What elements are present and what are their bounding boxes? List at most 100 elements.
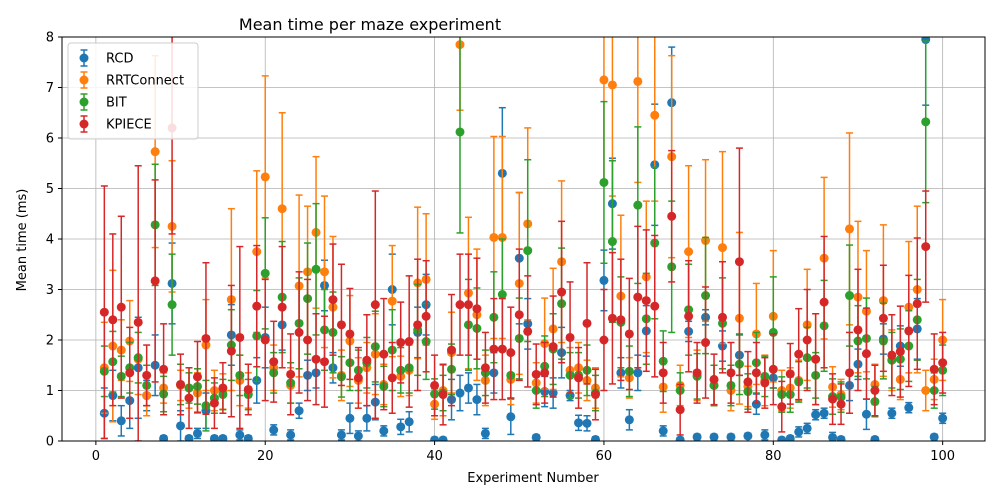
legend-label: RCD: [106, 52, 133, 67]
data-point: [811, 410, 821, 420]
data-point: [489, 344, 499, 354]
data-point: [362, 355, 372, 365]
data-point: [294, 327, 304, 337]
data-point: [845, 224, 855, 234]
data-point: [99, 307, 109, 317]
data-point: [294, 406, 304, 416]
data-point: [396, 422, 406, 432]
data-point: [726, 368, 736, 378]
data-point: [218, 383, 228, 393]
data-point: [590, 434, 600, 441]
data-point: [260, 268, 270, 278]
data-point: [447, 345, 457, 355]
data-point: [624, 329, 634, 339]
data-point: [743, 431, 753, 441]
data-point: [777, 435, 787, 441]
data-point: [142, 370, 152, 380]
data-point: [472, 304, 482, 314]
data-point: [370, 300, 380, 310]
data-point: [353, 431, 363, 441]
data-point: [133, 317, 143, 327]
data-point: [624, 415, 634, 425]
data-point: [853, 325, 863, 335]
data-point: [497, 290, 507, 300]
data-point: [599, 275, 609, 285]
data-point: [125, 368, 135, 378]
data-point: [514, 310, 524, 320]
data-point: [523, 246, 533, 256]
data-point: [286, 430, 296, 440]
series-bit: [99, 37, 948, 432]
data-point: [734, 257, 744, 267]
data-point: [159, 433, 169, 441]
data-point: [176, 379, 186, 389]
data-point: [929, 364, 939, 374]
data-point: [209, 433, 219, 441]
legend-label: BIT: [106, 96, 127, 111]
data-point: [531, 432, 541, 441]
data-point: [929, 432, 939, 441]
data-point: [760, 430, 770, 440]
data-point: [895, 347, 905, 357]
data-point: [717, 243, 727, 253]
data-point: [404, 337, 414, 347]
plot-series: [99, 37, 948, 441]
data-point: [243, 384, 253, 394]
data-point: [912, 299, 922, 309]
data-point: [277, 302, 287, 312]
data-point: [616, 315, 626, 325]
data-point: [260, 335, 270, 345]
data-point: [675, 405, 685, 415]
data-point: [413, 320, 423, 330]
data-point: [828, 394, 838, 404]
data-point: [650, 301, 660, 311]
data-point: [921, 117, 931, 127]
data-point: [362, 413, 372, 423]
data-point: [684, 311, 694, 321]
data-point: [582, 418, 592, 428]
legend-entry: RRTConnect: [79, 71, 184, 89]
data-point: [870, 386, 880, 395]
y-tick-label: 7: [46, 81, 54, 96]
data-point: [480, 428, 490, 438]
data-point: [794, 427, 804, 437]
data-point: [574, 418, 584, 428]
data-point: [574, 373, 584, 383]
data-point: [785, 369, 795, 379]
data-point: [167, 300, 177, 310]
legend-entry: RCD: [79, 49, 133, 67]
data-point: [311, 354, 321, 364]
data-point: [387, 296, 397, 306]
data-point: [768, 364, 778, 374]
y-tick-label: 5: [46, 182, 54, 197]
data-point: [861, 349, 871, 359]
data-point: [667, 211, 677, 221]
data-point: [353, 373, 363, 383]
data-point: [811, 354, 821, 364]
y-tick-label: 2: [46, 334, 54, 349]
data-point: [150, 276, 160, 286]
data-point: [794, 349, 804, 359]
data-point: [692, 432, 702, 441]
chart-title: Mean time per maze experiment: [239, 15, 501, 34]
data-point: [828, 432, 838, 441]
data-point: [633, 76, 643, 86]
data-point: [260, 172, 270, 182]
data-point: [548, 342, 558, 352]
data-point: [320, 267, 330, 277]
data-point: [904, 326, 914, 336]
data-point: [887, 350, 897, 360]
data-point: [650, 110, 660, 120]
data-point: [921, 242, 931, 252]
data-point: [430, 435, 440, 441]
data-point: [108, 315, 118, 325]
y-tick-label: 3: [46, 283, 54, 298]
data-point: [209, 398, 219, 408]
data-point: [675, 435, 685, 441]
data-point: [243, 433, 253, 441]
data-point: [760, 378, 770, 388]
legend-marker: [79, 119, 89, 129]
data-point: [455, 388, 465, 398]
data-point: [845, 291, 855, 301]
